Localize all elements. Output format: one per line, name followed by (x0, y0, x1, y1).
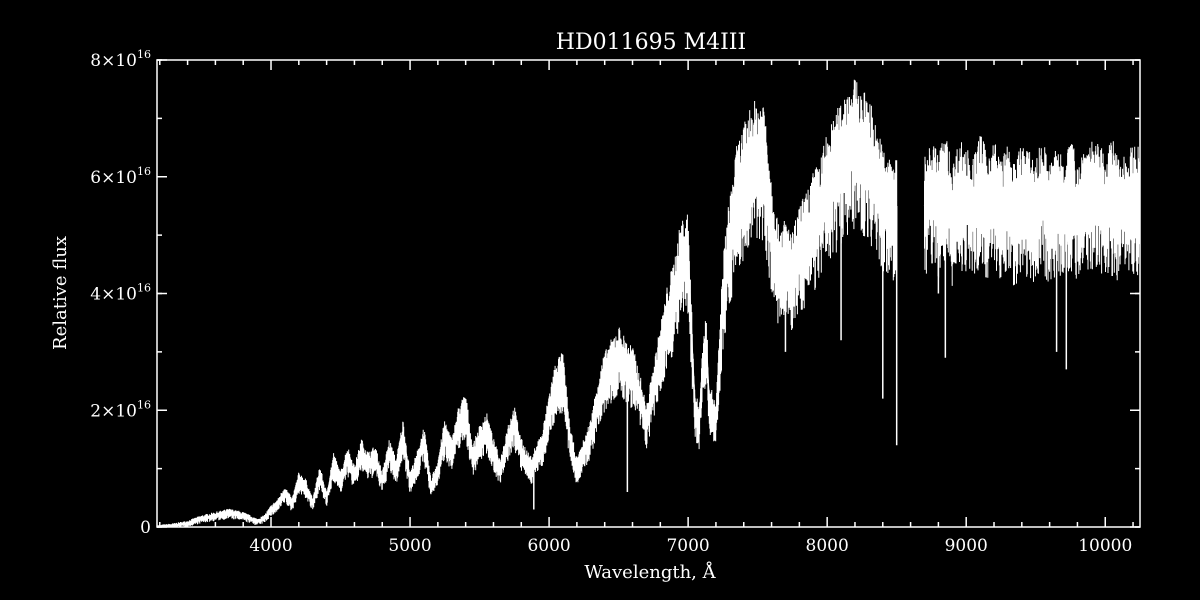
axis-ticks (157, 59, 1140, 528)
y-tick-label: 6×1016 (90, 165, 151, 188)
y-tick-label: 0 (140, 518, 151, 538)
spectrum-fill-1 (924, 136, 1141, 286)
x-tick-label: 9000 (945, 536, 988, 556)
y-tick-label: 2×1016 (90, 398, 151, 421)
y-axis-label: Relative flux (50, 236, 71, 350)
x-tick-label: 10000 (1078, 536, 1132, 556)
y-tick-label: 4×1016 (90, 282, 151, 305)
x-axis-label: Wavelength, Å (584, 561, 716, 583)
x-tick-label: 8000 (806, 536, 849, 556)
plot-frame (156, 59, 1141, 528)
x-tick-label: 5000 (388, 536, 431, 556)
x-tick-label: 6000 (527, 536, 570, 556)
x-tick-label: 4000 (249, 536, 292, 556)
chart-title: HD011695 M4III (556, 30, 746, 55)
spectrum-series (156, 79, 1141, 528)
y-tick-label: 8×1016 (90, 48, 151, 71)
axis-tick-labels: 4000 5000 6000 7000 8000 9000 10000 0 2×1016 4×10… (90, 48, 1132, 556)
x-tick-label: 7000 (666, 536, 709, 556)
